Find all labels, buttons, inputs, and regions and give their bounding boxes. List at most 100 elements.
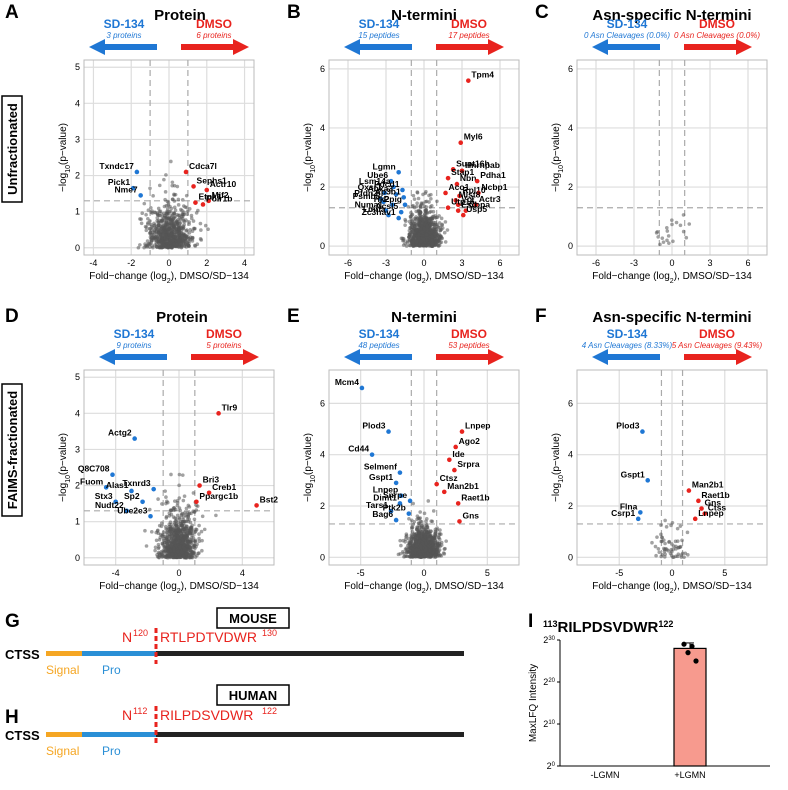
panel-d-right-arrow xyxy=(191,349,259,365)
panel-f-point xyxy=(663,541,667,546)
panel-d-highlight-point xyxy=(140,499,145,505)
panel-g-gene: CTSS xyxy=(5,647,40,662)
panel-f-point xyxy=(655,535,659,539)
panel-e-point xyxy=(414,543,419,548)
panel-a-highlight-point xyxy=(138,193,143,198)
panel-a-point xyxy=(189,213,194,218)
panel-e-highlight-point xyxy=(407,498,413,504)
panel-e-highlight-point xyxy=(393,480,399,486)
panel-a-gene-label: Txndc17 xyxy=(99,161,134,171)
panel-b-point xyxy=(414,204,419,209)
panel-f-point xyxy=(650,540,654,545)
panel-a-point xyxy=(149,237,153,241)
panel-b-gene-label: Utp15 xyxy=(451,197,475,207)
panel-f-gene-label: Plod3 xyxy=(616,421,639,431)
panel-d-point xyxy=(172,499,177,503)
panel-a-x-tick: -4 xyxy=(89,258,97,268)
panel-e-point xyxy=(398,551,403,556)
panel-e-point xyxy=(424,541,428,546)
panel-b-point xyxy=(434,235,439,240)
panel-f-point xyxy=(686,553,690,557)
panel-g-mature-segment xyxy=(156,651,464,656)
panel-a-background-points xyxy=(136,159,210,250)
panel-letter-c: C xyxy=(535,2,549,23)
panel-a-point xyxy=(181,226,185,231)
panel-a-point xyxy=(185,228,189,232)
panel-f-right-count: 5 Asn Cleavages (9.43%) xyxy=(672,341,763,350)
panel-e-gene-label: Lnpep xyxy=(465,421,491,431)
panel-e-gene-label: Raet1b xyxy=(461,492,489,502)
panel-d-point xyxy=(173,519,178,523)
panel-b-gene-label: Ppig xyxy=(384,194,402,204)
panel-a-point xyxy=(172,205,177,210)
panel-e-point xyxy=(418,516,423,520)
panel-a-point xyxy=(160,235,164,239)
panel-e-point xyxy=(431,543,435,547)
panel-d-point xyxy=(197,539,202,544)
panel-b-point xyxy=(420,217,425,222)
panel-d-highlight-point xyxy=(132,436,137,441)
panel-letter-h: H xyxy=(5,707,19,728)
panel-b-point xyxy=(424,236,428,240)
panel-d-point xyxy=(197,523,201,528)
panel-a-point xyxy=(162,225,167,230)
panel-f-point xyxy=(680,551,685,556)
panel-e-point xyxy=(422,511,427,516)
panel-f-background-points xyxy=(650,518,690,559)
panel-b-y-tick: 6 xyxy=(320,64,325,74)
panel-b-point xyxy=(424,189,428,194)
panel-a-point xyxy=(156,237,161,241)
panel-d-highlight-point xyxy=(113,499,118,505)
panel-a-right-count: 6 proteins xyxy=(196,31,231,40)
panel-e-gene-label: Cd44 xyxy=(348,444,369,454)
panel-b-point xyxy=(400,236,405,241)
panel-a-point xyxy=(159,219,164,223)
panel-f-highlight-point xyxy=(699,506,704,511)
panel-a-left-arrow xyxy=(89,39,157,55)
panel-d-point xyxy=(181,525,185,530)
panel-a-point xyxy=(144,225,149,230)
panel-d-point xyxy=(186,543,190,548)
panel-g-signal-label: Signal xyxy=(46,663,79,677)
panel-d-point xyxy=(154,538,159,543)
panel-b-point xyxy=(412,235,416,240)
panel-e-x-tick: -5 xyxy=(357,568,365,578)
panel-a-point xyxy=(163,235,168,239)
panel-h-signal-label: Signal xyxy=(46,744,79,758)
panel-e-point xyxy=(419,546,423,551)
panel-d-point xyxy=(180,473,185,477)
panel-d-gene-label: Bri3 xyxy=(203,475,220,485)
panel-f-highlight-point xyxy=(635,516,641,522)
panel-a-point xyxy=(177,226,182,231)
panel-b-gene-label: Pdcd1 xyxy=(374,179,400,189)
panel-e-gene-label: Snrpe xyxy=(383,490,407,500)
panel-b-background-points xyxy=(399,189,450,248)
panel-h-peptide-end: 122 xyxy=(262,706,277,716)
panel-c-point xyxy=(674,220,679,225)
panel-d-point xyxy=(156,528,160,533)
panel-h-species: HUMAN xyxy=(229,688,277,703)
panel-b-highlight-point xyxy=(455,202,461,208)
panel-a-x-tick: 0 xyxy=(166,258,171,268)
panel-b-point xyxy=(433,214,437,218)
panel-a-point xyxy=(171,222,176,227)
panel-d-gene-label: Sp2 xyxy=(124,491,140,501)
panel-h-diagram: HUMAN CTSS N 112 RILPDSVDWR 122 Signal P… xyxy=(5,684,464,758)
panel-d-title: Protein xyxy=(156,309,208,326)
panel-b-highlight-point xyxy=(454,181,460,187)
panel-a-point xyxy=(153,235,158,239)
panel-b-right-arrow-label: DMSO xyxy=(451,17,487,31)
panel-d-point xyxy=(170,533,174,538)
panel-f-point xyxy=(675,554,680,559)
panel-d-point xyxy=(180,511,185,516)
panel-d-point xyxy=(164,530,169,535)
panel-b-highlight-point xyxy=(463,208,469,213)
panel-a-point xyxy=(171,217,176,221)
panel-b-gene-label: Hnrnpab xyxy=(465,160,500,170)
panel-b-point xyxy=(420,229,425,234)
panel-a-point xyxy=(148,230,153,235)
panel-d-point xyxy=(184,555,188,560)
panel-b-point xyxy=(445,228,450,232)
panel-b-point xyxy=(443,240,448,244)
